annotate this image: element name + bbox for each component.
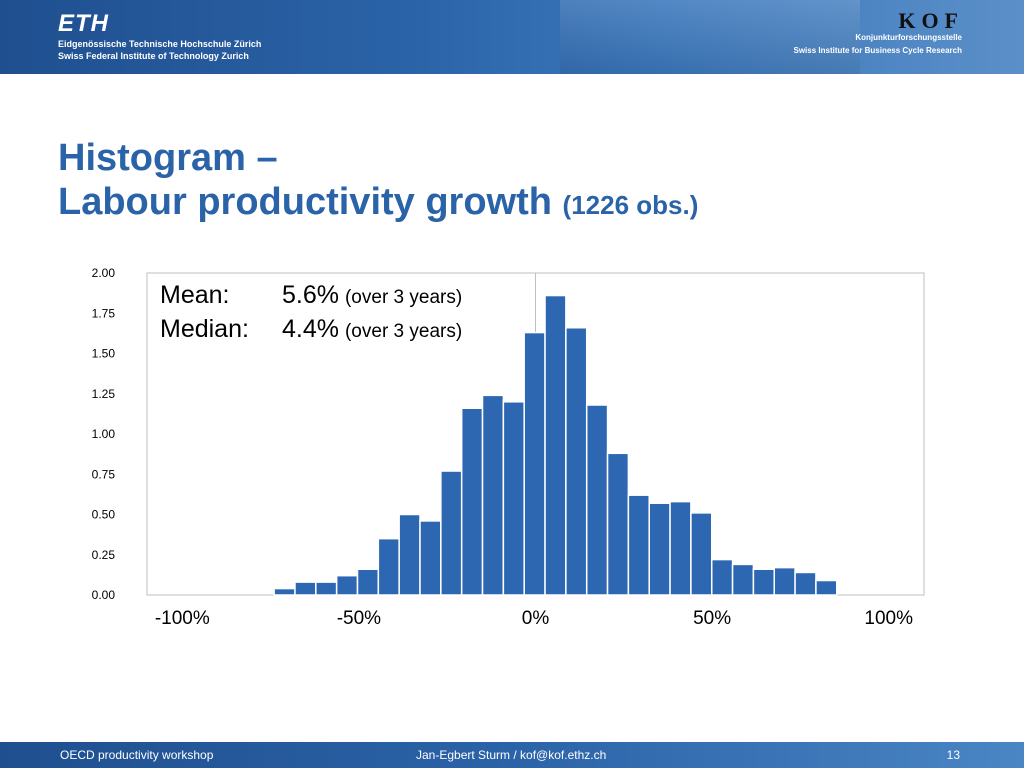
median-label: Median: — [160, 315, 249, 343]
histogram-bar — [315, 581, 338, 596]
title-line1: Histogram – — [58, 137, 278, 179]
mean-value: 5.6% — [282, 281, 339, 309]
eth-name-english: Swiss Federal Institute of Technology Zu… — [58, 51, 249, 61]
histogram-bar — [794, 571, 817, 596]
histogram-bar — [627, 494, 650, 596]
footer-author: Jan-Egbert Sturm / kof@kof.ethz.ch — [416, 748, 607, 762]
stats-annotation: Mean: 5.6% (over 3 years) Median: 4.4% (… — [160, 281, 462, 349]
eth-logo: ETH — [58, 10, 109, 37]
histogram-bar — [481, 394, 505, 596]
histogram-bar — [523, 331, 546, 596]
kof-logo: KOF — [898, 8, 964, 33]
histogram-bar — [460, 407, 484, 596]
median-note: (over 3 years) — [344, 321, 463, 342]
histogram-bar — [669, 500, 692, 596]
histogram-bar — [585, 404, 609, 596]
kof-name-english: Swiss Institute for Business Cycle Resea… — [793, 46, 962, 55]
building-photo — [560, 0, 860, 74]
histogram-bar — [294, 581, 317, 596]
x-tick-label: 100% — [864, 608, 913, 629]
median-value: 4.4% — [282, 315, 339, 343]
histogram-bar — [773, 566, 796, 596]
y-tick-label: 0.75 — [92, 467, 116, 481]
y-tick-label: 0.25 — [92, 548, 116, 562]
x-tick-label: 50% — [693, 608, 731, 629]
title-line2: Labour productivity growth (1226 obs.) — [58, 180, 698, 227]
page-number: 13 — [946, 748, 960, 762]
y-tick-label: 1.25 — [92, 387, 116, 401]
histogram-bar — [606, 452, 630, 596]
title-obs-count: (1226 obs.) — [562, 190, 699, 220]
histogram-bar — [502, 401, 525, 596]
histogram-bar — [419, 520, 442, 596]
footer-bar: OECD productivity workshop Jan-Egbert St… — [0, 742, 1024, 768]
y-tick-label: 1.00 — [92, 427, 116, 441]
mean-note: (over 3 years) — [344, 287, 463, 308]
histogram-bar — [752, 568, 776, 596]
histogram-bar — [544, 294, 567, 596]
x-tick-label: 0% — [522, 608, 550, 629]
mean-row: Mean: 5.6% (over 3 years) — [160, 281, 462, 315]
histogram-bar — [710, 558, 734, 596]
histogram-bar — [377, 537, 400, 596]
kof-name-german: Konjunkturforschungsstelle — [855, 33, 962, 42]
eth-name-german: Eidgenössische Technische Hochschule Zür… — [58, 39, 262, 49]
footer-event: OECD productivity workshop — [60, 748, 214, 762]
histogram-bar — [356, 568, 380, 596]
histogram-bar — [815, 579, 838, 596]
histogram-bar — [690, 512, 713, 596]
histogram-bar — [440, 470, 463, 596]
y-tick-label: 0.50 — [92, 508, 116, 522]
y-tick-label: 2.00 — [92, 266, 116, 280]
histogram-bar — [273, 587, 296, 596]
y-tick-label: 0.00 — [92, 588, 116, 602]
histogram-bar — [398, 513, 421, 596]
y-tick-label: 1.50 — [92, 347, 116, 361]
x-tick-label: -100% — [155, 608, 210, 629]
title-main: Labour productivity growth — [58, 181, 552, 223]
mean-label: Mean: — [160, 281, 230, 309]
histogram-bar — [565, 326, 588, 596]
median-row: Median: 4.4% (over 3 years) — [160, 315, 462, 349]
histogram-bar — [731, 563, 755, 596]
header-banner: ETH Eidgenössische Technische Hochschule… — [0, 0, 1024, 74]
histogram-bar — [648, 502, 671, 596]
slide-title: Histogram – Labour productivity growth (… — [58, 136, 698, 227]
x-tick-label: -50% — [337, 608, 381, 629]
y-tick-label: 1.75 — [92, 306, 116, 320]
histogram-bar — [335, 574, 359, 596]
